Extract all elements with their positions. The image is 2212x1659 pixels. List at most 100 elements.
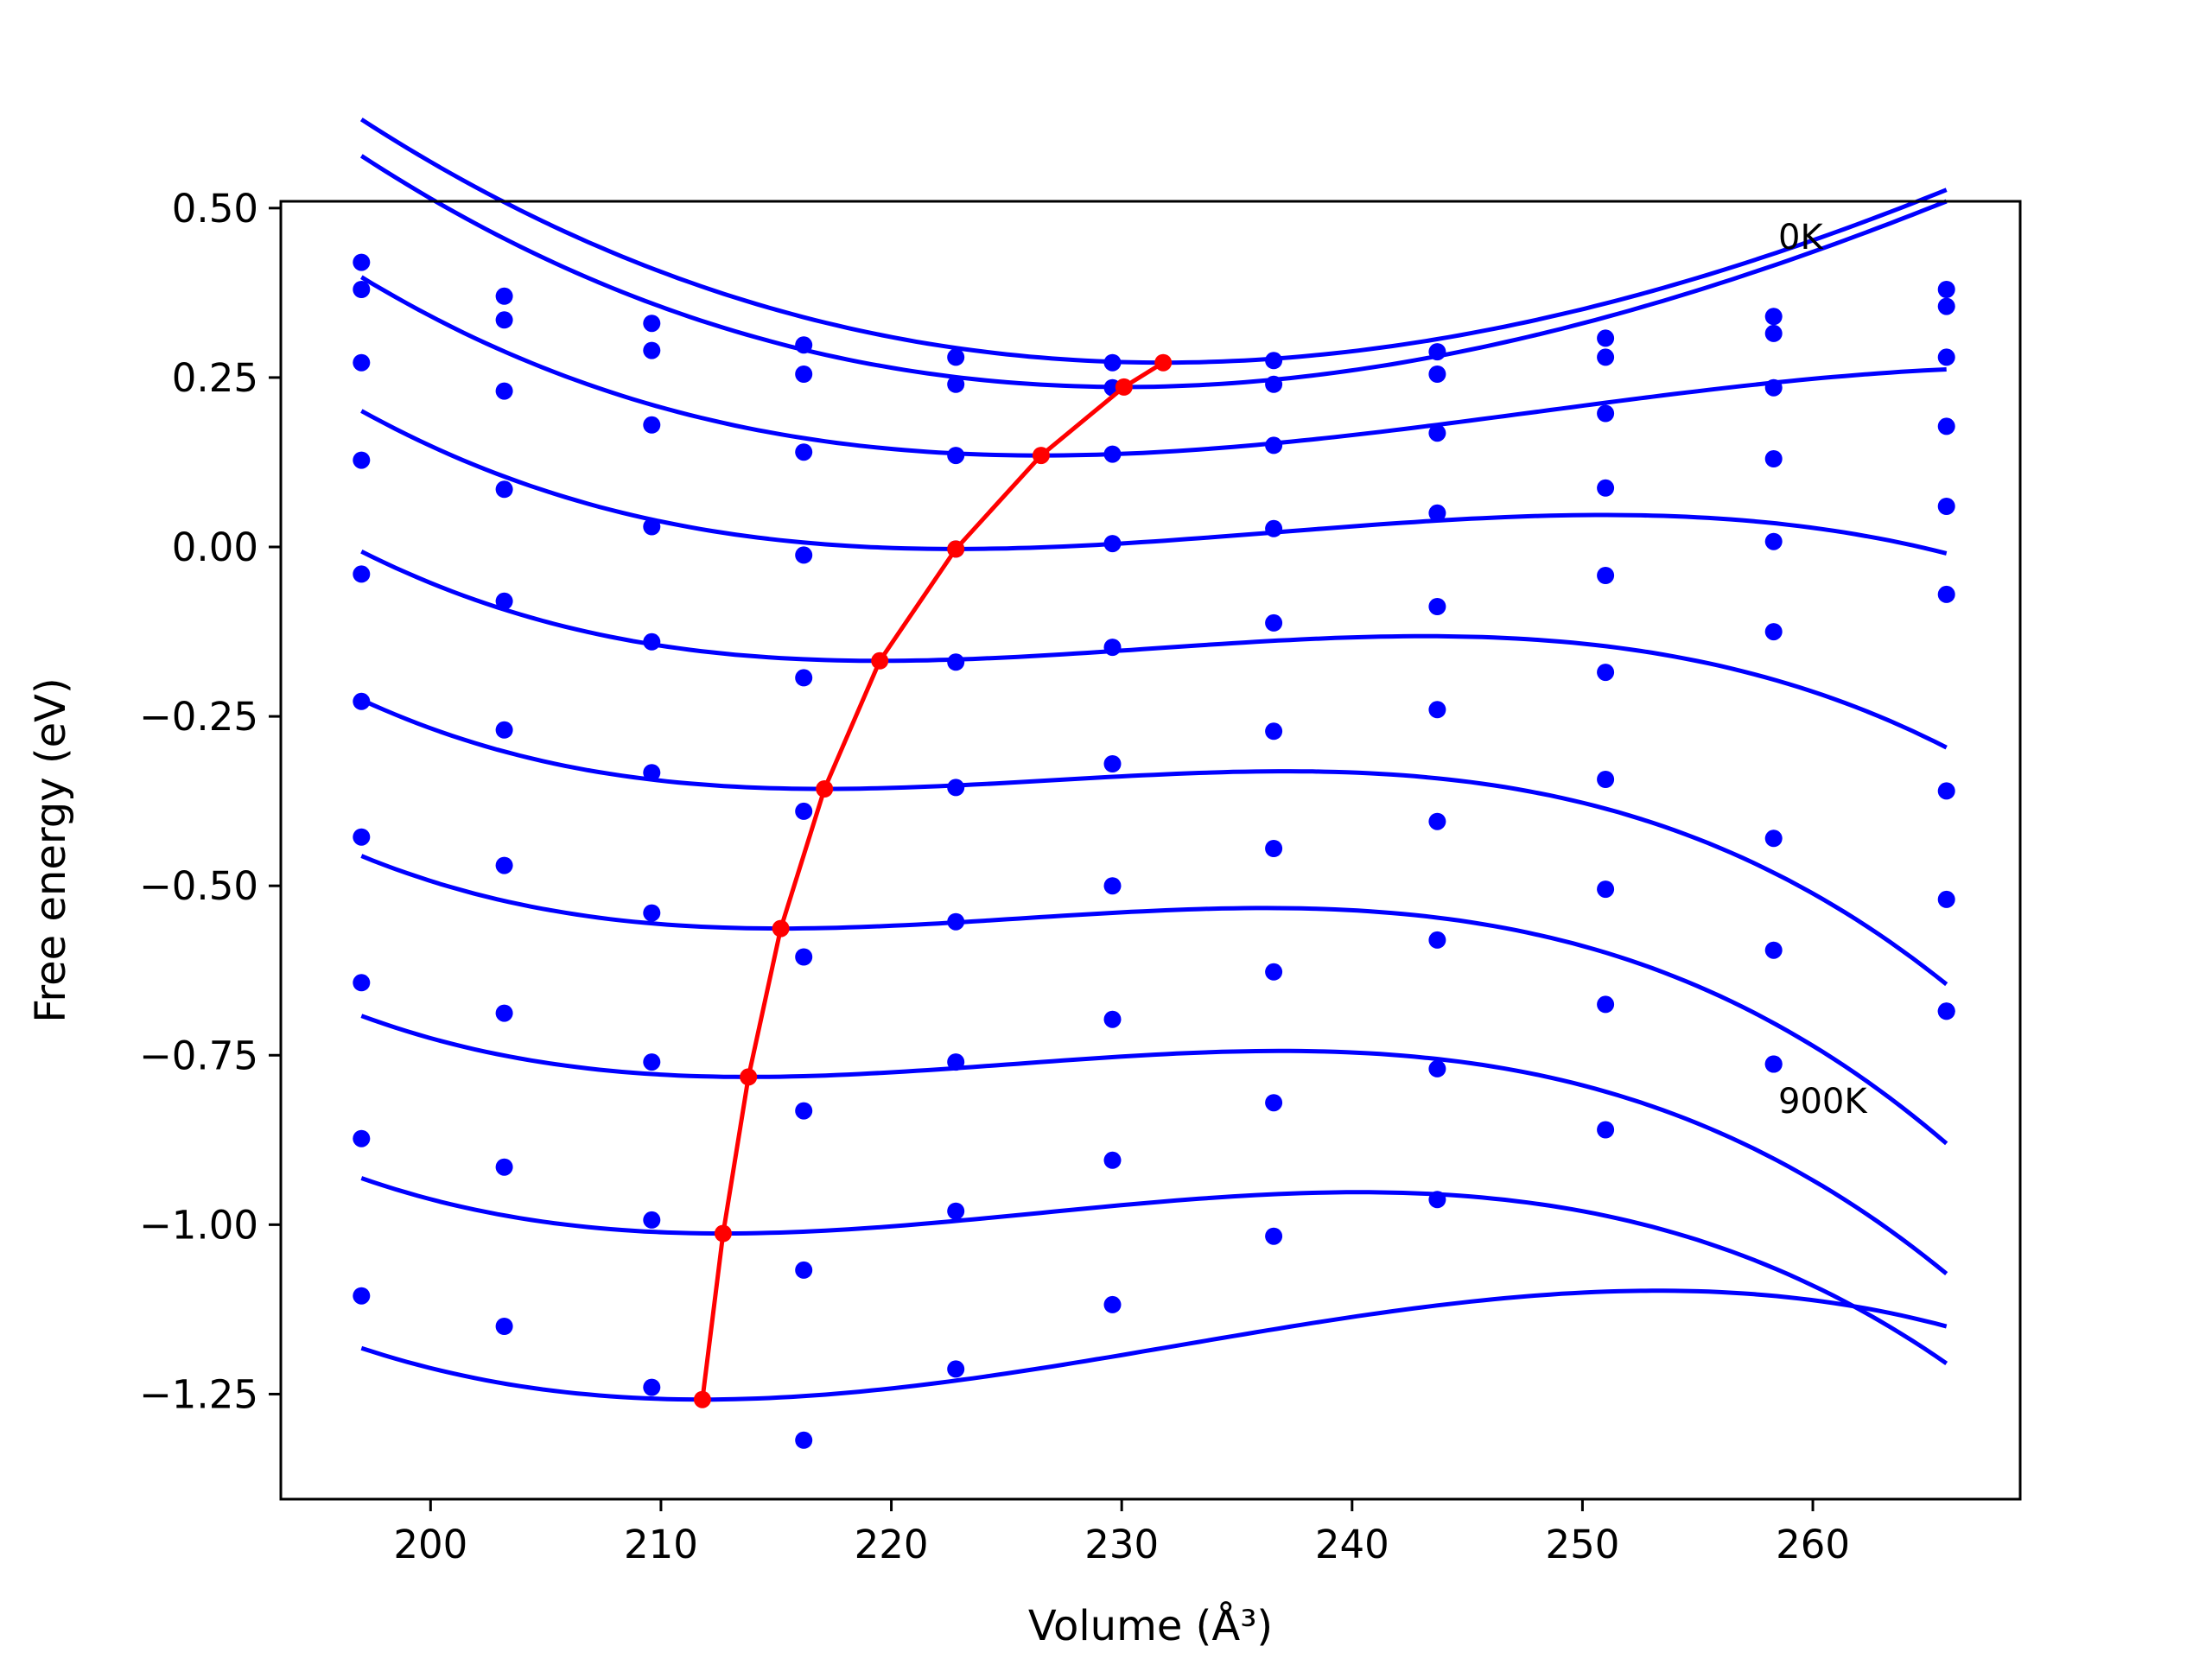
data-point-6-4 — [947, 912, 965, 931]
minima-point-8 — [714, 1224, 732, 1243]
data-point-1-0 — [353, 281, 371, 298]
data-point-4-4 — [947, 653, 965, 671]
data-point-8-7 — [1428, 1059, 1446, 1077]
fit-curve-0 — [359, 118, 1948, 365]
data-point-7-3 — [795, 1102, 813, 1120]
fit-curve-6 — [360, 854, 1948, 1146]
data-point-5-4 — [947, 779, 965, 797]
data-point-1-1 — [495, 311, 513, 329]
data-point-8-1 — [495, 1158, 513, 1176]
data-point-0-4 — [947, 348, 965, 366]
data-point-7-5 — [1103, 1010, 1122, 1028]
data-point-4-1 — [495, 592, 513, 610]
minima-point-0 — [1154, 353, 1173, 372]
data-points — [353, 253, 1955, 1449]
data-point-5-0 — [353, 692, 371, 710]
fit-curve-1 — [359, 154, 1948, 390]
y-axis-label: Free energy (eV) — [27, 677, 75, 1022]
data-point-4-2 — [643, 632, 661, 651]
data-point-9-6 — [1265, 1227, 1283, 1245]
fit-curve-8 — [360, 1176, 1948, 1365]
fit-curve-5 — [360, 697, 1948, 987]
y-tick-label-2: 0.00 — [172, 524, 258, 570]
minima-point-2 — [1032, 447, 1050, 465]
data-point-5-6 — [1265, 722, 1283, 741]
y-tick-label-1: 0.25 — [172, 355, 258, 401]
data-point-2-7 — [1428, 424, 1446, 442]
data-point-0-1 — [495, 287, 513, 305]
data-point-0-2 — [643, 315, 661, 333]
data-point-6-8 — [1597, 771, 1615, 788]
data-point-8-4 — [947, 1202, 965, 1220]
annotation-900k: 900K — [1778, 1082, 1868, 1122]
data-point-3-9 — [1764, 450, 1783, 467]
x-tick-label-260: 260 — [1776, 1522, 1850, 1567]
data-point-4-3 — [795, 669, 813, 687]
y-tick-label-7: −1.25 — [139, 1371, 258, 1417]
data-point-1-4 — [947, 375, 965, 393]
y-tick-label-5: −0.75 — [139, 1033, 258, 1078]
minima-point-9 — [693, 1390, 711, 1408]
data-point-1-7 — [1428, 365, 1446, 383]
minima-point-5 — [816, 780, 834, 798]
data-point-7-1 — [495, 1004, 513, 1022]
data-point-1-2 — [643, 341, 661, 359]
data-point-3-8 — [1597, 479, 1615, 497]
data-point-0-9 — [1764, 308, 1783, 326]
data-point-0-5 — [1103, 353, 1122, 372]
data-point-5-1 — [495, 721, 513, 739]
data-point-9-2 — [643, 1378, 661, 1396]
data-point-3-7 — [1428, 504, 1446, 522]
data-point-2-2 — [643, 416, 661, 434]
data-point-9-10 — [1937, 1002, 1955, 1020]
x-axis-ticks: 200 210 220 230 240 250 260 — [393, 1499, 1850, 1567]
minima-point-4 — [871, 652, 889, 670]
data-point-2-1 — [495, 382, 513, 400]
data-point-6-7 — [1428, 812, 1446, 830]
data-point-9-0 — [353, 1287, 371, 1305]
data-point-8-8 — [1597, 995, 1615, 1014]
data-point-3-1 — [495, 480, 513, 499]
data-point-0-0 — [353, 253, 371, 271]
x-axis-label: Volume (Å³) — [1028, 1601, 1273, 1650]
data-point-0-10 — [1937, 281, 1955, 298]
plot-frame — [279, 200, 2022, 1501]
data-point-5-8 — [1597, 664, 1615, 682]
data-point-4-0 — [353, 565, 371, 583]
x-tick-label-230: 230 — [1084, 1522, 1159, 1567]
data-point-4-9 — [1764, 532, 1783, 550]
data-point-9-7 — [1428, 1191, 1446, 1209]
data-point-4-10 — [1937, 498, 1955, 515]
data-point-7-4 — [947, 1053, 965, 1071]
data-point-1-8 — [1597, 348, 1615, 366]
data-point-9-9 — [1764, 1055, 1783, 1073]
data-point-7-0 — [353, 974, 371, 992]
data-point-9-3 — [795, 1431, 813, 1449]
data-point-6-6 — [1265, 840, 1283, 857]
data-point-2-5 — [1103, 445, 1122, 463]
fit-curves — [359, 118, 1948, 1402]
data-point-7-7 — [1428, 931, 1446, 949]
fit-curve-9 — [360, 1288, 1948, 1402]
y-tick-label-3: −0.25 — [139, 694, 258, 740]
data-point-3-3 — [795, 546, 813, 564]
data-point-6-0 — [353, 828, 371, 846]
fit-curve-7 — [360, 1014, 1948, 1276]
data-point-7-10 — [1937, 890, 1955, 908]
data-point-9-4 — [947, 1360, 965, 1378]
data-point-5-5 — [1103, 755, 1122, 772]
data-point-5-10 — [1937, 585, 1955, 603]
data-point-6-10 — [1937, 782, 1955, 800]
data-point-2-0 — [353, 353, 371, 372]
data-point-8-6 — [1265, 1094, 1283, 1112]
y-tick-label-6: −1.00 — [139, 1202, 258, 1248]
x-tick-label-240: 240 — [1315, 1522, 1389, 1567]
data-point-8-3 — [795, 1261, 813, 1279]
data-point-8-2 — [643, 1211, 661, 1229]
data-point-8-0 — [353, 1129, 371, 1147]
data-point-0-6 — [1265, 352, 1283, 370]
minima-point-6 — [772, 919, 790, 938]
data-point-7-8 — [1597, 880, 1615, 899]
data-point-7-6 — [1265, 963, 1283, 981]
